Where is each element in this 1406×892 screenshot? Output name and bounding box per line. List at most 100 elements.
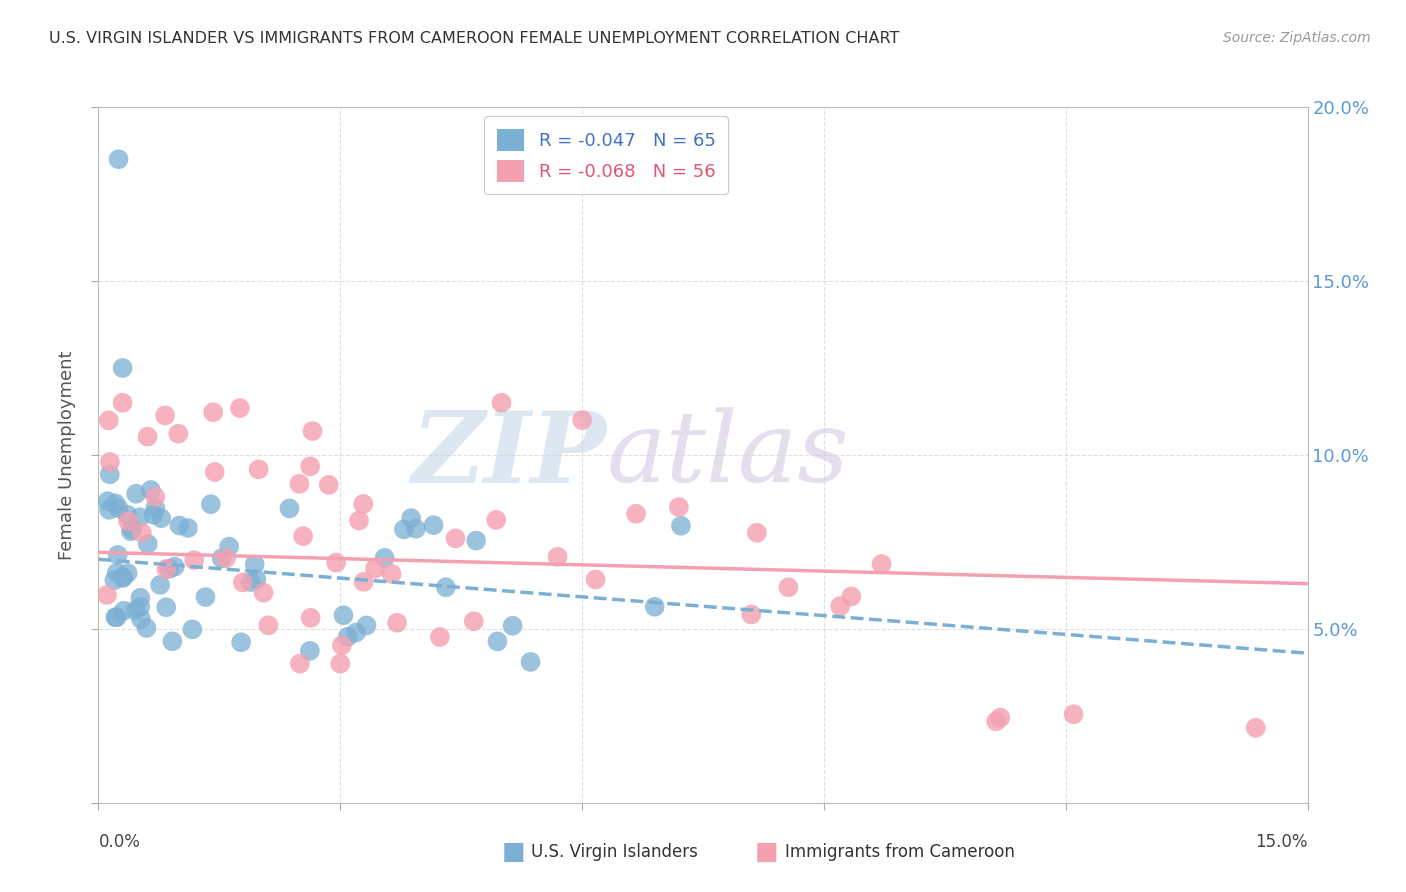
Point (292, 529, 315, 543)
Point (204, 465, 226, 479)
Point (111, 396, 134, 410)
Point (547, 549, 569, 564)
Point (356, 618, 378, 632)
Point (463, 614, 485, 628)
Point (111, 571, 134, 585)
Point (229, 401, 252, 415)
Point (301, 424, 323, 438)
Point (136, 537, 159, 551)
Point (149, 578, 172, 592)
Point (117, 514, 139, 528)
Text: Source: ZipAtlas.com: Source: ZipAtlas.com (1223, 31, 1371, 45)
Point (103, 573, 125, 587)
Point (399, 511, 422, 525)
Y-axis label: Female Unemployment: Female Unemployment (58, 351, 76, 559)
Point (669, 518, 692, 533)
Text: atlas: atlas (606, 408, 849, 502)
Point (364, 561, 387, 575)
Point (245, 572, 267, 586)
Point (986, 714, 1008, 729)
Text: ZIP: ZIP (412, 407, 606, 503)
Point (229, 635, 252, 649)
Point (257, 618, 280, 632)
Text: ■: ■ (502, 840, 524, 863)
Point (988, 711, 1011, 725)
Point (112, 604, 135, 618)
Point (111, 570, 134, 584)
Point (465, 533, 488, 548)
Point (169, 518, 191, 533)
Text: 0.0%: 0.0% (98, 833, 141, 851)
Point (252, 585, 274, 599)
Point (202, 405, 225, 419)
Point (162, 634, 184, 648)
Point (139, 483, 162, 497)
Point (336, 630, 359, 644)
Point (429, 630, 451, 644)
Point (124, 603, 146, 617)
Point (392, 523, 415, 537)
Point (353, 574, 375, 589)
Point (444, 532, 467, 546)
Point (215, 551, 238, 566)
Point (778, 580, 800, 594)
Point (117, 566, 139, 580)
Point (120, 524, 142, 539)
Point (519, 655, 541, 669)
Point (298, 644, 321, 658)
Point (155, 562, 177, 576)
Point (97, 494, 120, 508)
Point (870, 557, 893, 571)
Point (104, 496, 127, 510)
Point (143, 490, 166, 504)
Point (111, 360, 134, 375)
Point (740, 607, 762, 622)
Point (194, 590, 217, 604)
Point (183, 553, 205, 567)
Point (181, 623, 204, 637)
Point (434, 580, 457, 594)
Point (131, 525, 153, 540)
Point (380, 566, 402, 581)
Point (486, 634, 509, 648)
Point (668, 500, 690, 514)
Point (491, 396, 513, 410)
Point (278, 501, 301, 516)
Point (98, 502, 121, 516)
Text: U.S. VIRGIN ISLANDER VS IMMIGRANTS FROM CAMEROON FEMALE UNEMPLOYMENT CORRELATION: U.S. VIRGIN ISLANDER VS IMMIGRANTS FROM … (49, 31, 900, 46)
Point (288, 476, 311, 491)
Point (571, 413, 593, 427)
Point (97, 413, 120, 427)
Point (105, 610, 128, 624)
Text: ■: ■ (755, 840, 778, 863)
Point (125, 487, 148, 501)
Point (163, 559, 186, 574)
Point (239, 574, 262, 589)
Point (1244, 721, 1267, 735)
Point (153, 409, 176, 423)
Point (374, 550, 396, 565)
Point (247, 462, 270, 476)
Text: 15.0%: 15.0% (1256, 833, 1308, 851)
Text: Immigrants from Cameroon: Immigrants from Cameroon (785, 843, 1014, 861)
Point (624, 507, 647, 521)
Point (839, 590, 862, 604)
Point (121, 522, 143, 536)
Point (104, 610, 127, 624)
Point (218, 540, 240, 554)
Text: U.S. Virgin Islanders: U.S. Virgin Islanders (531, 843, 699, 861)
Point (347, 514, 370, 528)
Point (129, 599, 152, 614)
Point (129, 591, 152, 605)
Point (136, 430, 159, 444)
Point (200, 497, 222, 511)
Point (830, 599, 852, 614)
Point (299, 459, 322, 474)
Point (422, 518, 444, 533)
Point (299, 611, 322, 625)
Point (150, 511, 173, 525)
Point (105, 566, 128, 580)
Point (211, 551, 233, 566)
Point (745, 525, 768, 540)
Point (585, 573, 607, 587)
